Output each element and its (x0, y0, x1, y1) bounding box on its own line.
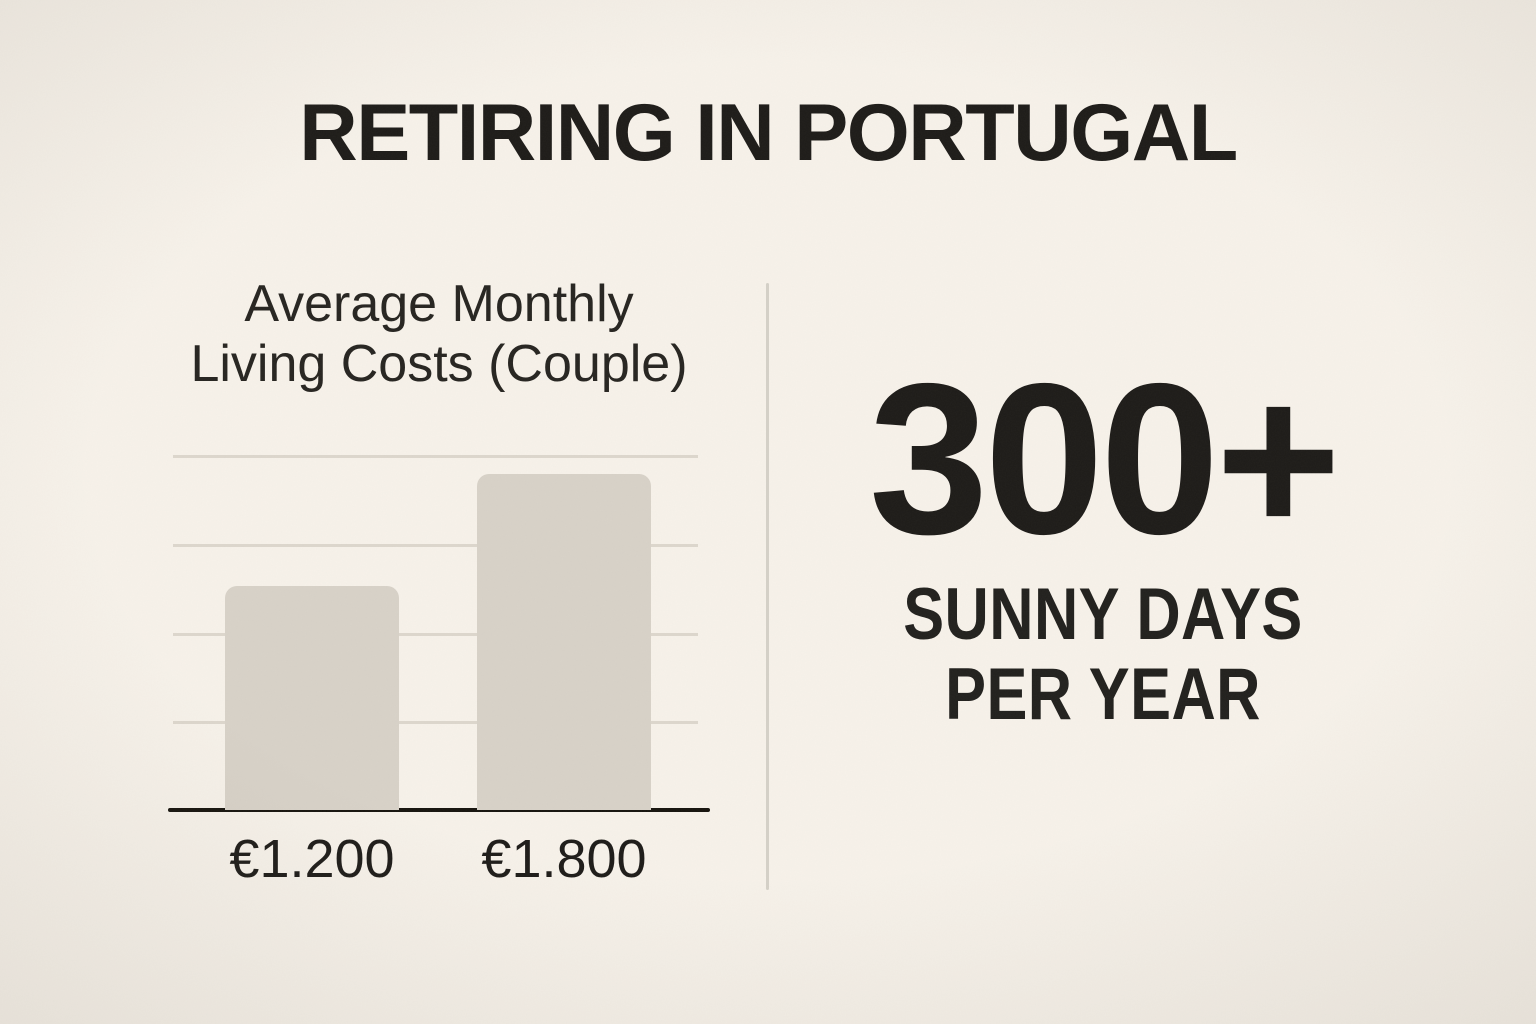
chart-bar (225, 586, 399, 810)
chart-bar (477, 474, 651, 810)
x-axis-label: €1.800 (481, 829, 647, 889)
sunny-days-stat: 300+ SUNNY DAYS PER YEAR (770, 351, 1436, 735)
chart-title: Average Monthly Living Costs (Couple) (144, 274, 734, 394)
chart-title-line-2: Living Costs (Couple) (190, 335, 688, 393)
page-title: RETIRING IN PORTUGAL (299, 88, 1238, 178)
chart-title-line-1: Average Monthly (244, 275, 634, 333)
stat-value: 300+ (868, 338, 1341, 579)
bar-chart-plot (168, 455, 710, 812)
stat-label-line-2: PER YEAR (945, 654, 1261, 735)
stat-label-line-1: SUNNY DAYS (903, 574, 1303, 655)
x-axis-label: €1.200 (229, 829, 395, 889)
vertical-divider (766, 283, 769, 890)
x-axis-labels: €1.200 €1.800 (168, 832, 710, 892)
stat-label: SUNNY DAYS PER YEAR (823, 575, 1382, 735)
gridline (173, 455, 698, 458)
